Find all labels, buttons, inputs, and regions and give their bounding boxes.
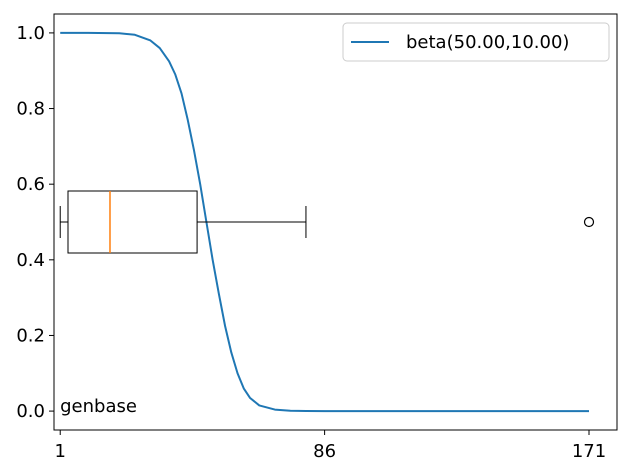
legend-label-beta: beta(50.00,10.00) — [406, 32, 569, 53]
plot-area — [59, 31, 595, 413]
y-tick-label: 0.4 — [16, 250, 45, 271]
legend: beta(50.00,10.00) — [342, 22, 610, 62]
x-tick-label: 1 — [54, 441, 65, 462]
series-line-beta — [60, 31, 590, 413]
dataset-annotation: genbase — [60, 396, 137, 417]
axes-frame — [53, 13, 618, 431]
y-tick-label: 0.0 — [16, 401, 45, 422]
x-tick-label: 171 — [572, 441, 606, 462]
y-tick-label: 0.8 — [16, 99, 45, 120]
y-axis: 0.0 0.2 0.4 0.6 0.8 1.0 — [16, 23, 54, 422]
y-tick-label: 0.2 — [16, 325, 45, 346]
y-tick-label: 1.0 — [16, 23, 45, 44]
x-tick-label: 86 — [313, 441, 336, 462]
boxplot-box — [67, 190, 198, 254]
legend-box — [342, 22, 610, 62]
y-tick-label: 0.6 — [16, 174, 45, 195]
boxplot-outlier — [583, 216, 595, 228]
x-axis: 1 86 171 — [54, 430, 606, 462]
